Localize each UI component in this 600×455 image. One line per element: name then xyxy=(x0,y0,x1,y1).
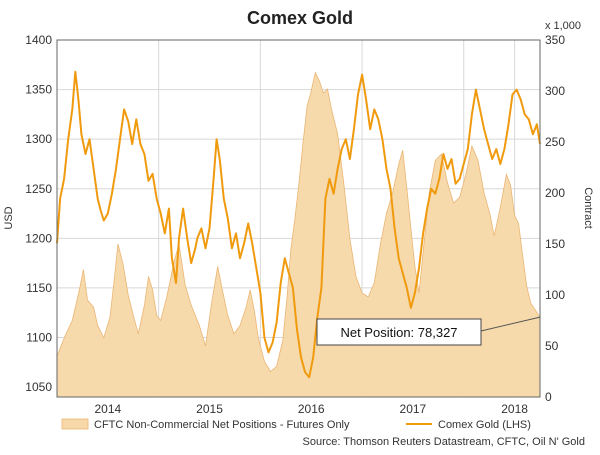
right-axis-ticks: 0 50 100 150 200 250 300 350 xyxy=(545,33,565,404)
x-tick-label: 2017 xyxy=(400,402,427,416)
left-axis-ticks: 1050 1100 1150 1200 1250 1300 1350 1400 xyxy=(25,33,52,394)
right-tick-label: 300 xyxy=(545,84,565,98)
net-position-area xyxy=(56,71,541,398)
right-tick-label: 250 xyxy=(545,135,565,149)
left-tick-label: 1400 xyxy=(25,33,52,47)
x-axis-ticks: 2014 2015 2016 2017 2018 xyxy=(94,402,528,416)
x-tick-label: 2018 xyxy=(501,402,528,416)
left-tick-label: 1150 xyxy=(26,281,52,295)
right-axis-multiplier: x 1,000 xyxy=(545,20,581,32)
net-position-area-layer xyxy=(56,71,541,398)
x-tick-label: 2016 xyxy=(298,402,325,416)
x-tick-label: 2015 xyxy=(196,402,223,416)
left-tick-label: 1300 xyxy=(25,132,52,146)
annotation-leader-line xyxy=(480,316,541,332)
right-axis-label: Contract xyxy=(582,187,594,229)
right-tick-label: 350 xyxy=(545,33,565,47)
right-tick-label: 150 xyxy=(545,237,565,251)
right-tick-label: 200 xyxy=(545,186,565,200)
annotation-text: Net Position: 78,327 xyxy=(340,325,457,340)
gold-price-line xyxy=(56,70,541,379)
chart-title: Comex Gold xyxy=(247,8,353,28)
legend-label-gold-price: Comex Gold (LHS) xyxy=(438,419,531,431)
right-tick-label: 0 xyxy=(545,390,552,404)
left-tick-label: 1350 xyxy=(25,83,52,97)
left-tick-label: 1200 xyxy=(25,231,52,245)
annotation-box xyxy=(316,318,482,346)
x-tick-label: 2014 xyxy=(94,402,121,416)
legend-swatch-net-positions xyxy=(61,418,89,430)
left-tick-label: 1050 xyxy=(25,380,52,394)
gold-price-line-layer xyxy=(56,70,541,379)
left-tick-label: 1250 xyxy=(25,182,52,196)
net-position-annotation: Net Position: 78,327 xyxy=(316,316,541,346)
plot-frame xyxy=(56,39,541,398)
right-tick-label: 50 xyxy=(545,339,559,353)
legend: CFTC Non-Commercial Net Positions - Futu… xyxy=(61,418,531,431)
left-tick-label: 1100 xyxy=(26,331,52,345)
legend-label-net-positions: CFTC Non-Commercial Net Positions - Futu… xyxy=(94,419,350,431)
right-tick-label: 100 xyxy=(545,288,565,302)
left-axis-label: USD xyxy=(3,206,15,229)
source-note: Source: Thomson Reuters Datastream, CFTC… xyxy=(303,436,586,448)
plot-border xyxy=(56,39,541,398)
